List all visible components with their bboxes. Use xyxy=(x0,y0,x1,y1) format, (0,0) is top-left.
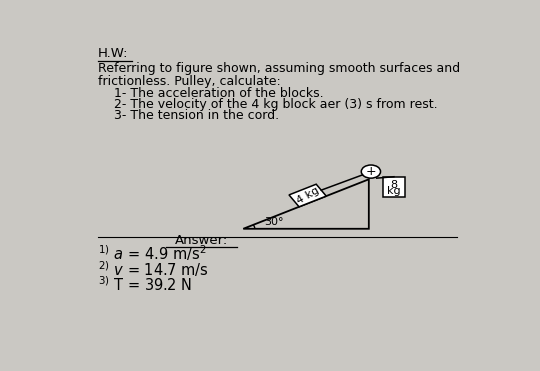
Bar xyxy=(383,177,405,197)
Text: Answer:: Answer: xyxy=(175,234,228,247)
Text: frictionless. Pulley, calculate:: frictionless. Pulley, calculate: xyxy=(98,75,280,88)
Text: 30°: 30° xyxy=(264,217,284,227)
Text: 2- The velocity of the 4 kg block a​er (3) s from rest.: 2- The velocity of the 4 kg block a​er (… xyxy=(113,98,437,111)
Text: H.W:: H.W: xyxy=(98,47,128,60)
Text: 1- The acceleration of the blocks.: 1- The acceleration of the blocks. xyxy=(113,86,323,99)
Text: kg: kg xyxy=(387,186,401,196)
Text: 4 kg: 4 kg xyxy=(295,185,321,206)
Text: 8: 8 xyxy=(390,180,397,190)
Circle shape xyxy=(361,165,381,178)
Text: $^{1)}$ $a$ = 4.9 m/s$^{2}$: $^{1)}$ $a$ = 4.9 m/s$^{2}$ xyxy=(98,243,206,263)
Text: $^{2)}$ $v$ = 14.7 m/s: $^{2)}$ $v$ = 14.7 m/s xyxy=(98,259,208,279)
Text: +: + xyxy=(366,165,376,178)
Text: $^{3)}$ T = 39.2 N: $^{3)}$ T = 39.2 N xyxy=(98,275,192,294)
Text: Referring to figure shown, assuming smooth surfaces and: Referring to figure shown, assuming smoo… xyxy=(98,62,460,75)
Text: 3- The tension in the cord.: 3- The tension in the cord. xyxy=(113,109,279,122)
Polygon shape xyxy=(289,184,326,207)
